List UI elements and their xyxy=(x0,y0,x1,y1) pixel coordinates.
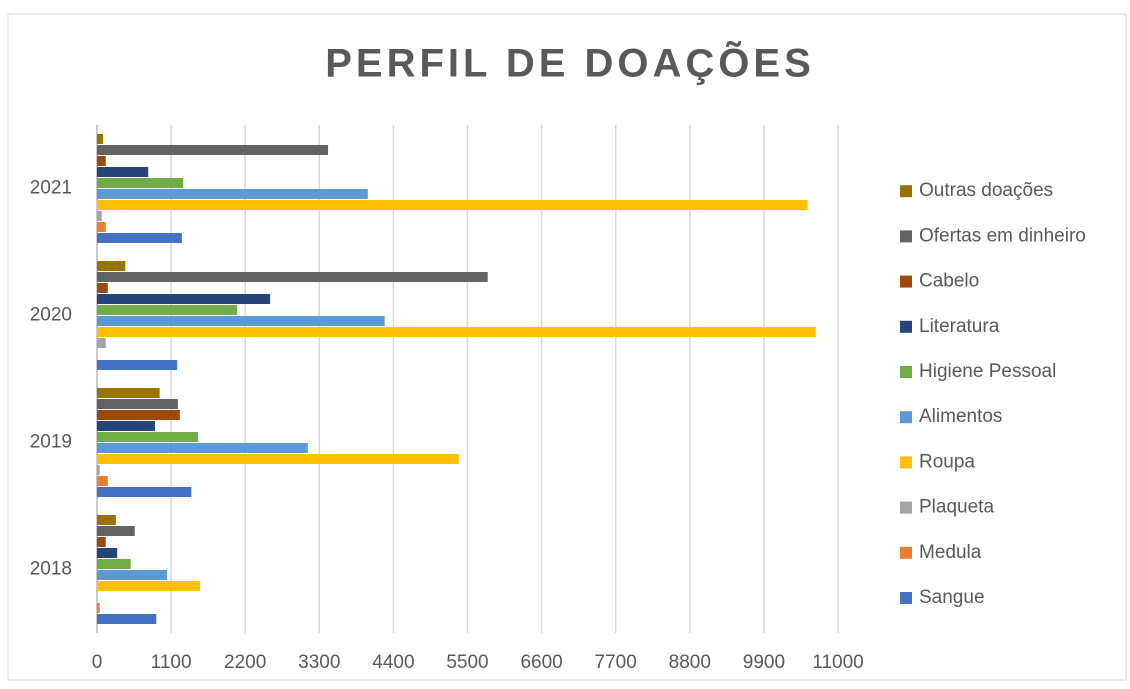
y-tick-label: 2020 xyxy=(30,305,72,326)
legend-swatch xyxy=(900,592,912,604)
chart-border xyxy=(7,13,1127,681)
x-tick-label: 5500 xyxy=(446,652,488,673)
bar xyxy=(97,603,100,613)
bar xyxy=(97,211,102,221)
bar xyxy=(97,233,182,243)
bar xyxy=(97,614,157,624)
legend-label: Sangue xyxy=(919,587,985,608)
bar xyxy=(97,200,808,210)
bar xyxy=(97,283,108,293)
x-tick-label: 8800 xyxy=(669,652,711,673)
legend-swatch xyxy=(900,366,912,378)
bar xyxy=(97,360,178,370)
bar xyxy=(97,548,118,558)
bar xyxy=(97,305,238,315)
bar xyxy=(97,570,168,580)
bar xyxy=(97,487,192,497)
bar xyxy=(97,454,459,464)
legend-label: Plaqueta xyxy=(919,497,994,518)
legend-swatch xyxy=(900,546,912,559)
legend-swatch xyxy=(900,320,912,333)
bar xyxy=(97,167,149,177)
x-tick-label: 2200 xyxy=(224,652,266,673)
x-tick-label: 0 xyxy=(92,652,103,673)
bar xyxy=(97,145,329,155)
legend-swatch xyxy=(900,456,912,469)
bar xyxy=(97,432,199,442)
bar xyxy=(97,410,180,420)
bar xyxy=(97,581,201,591)
x-tick-label: 4400 xyxy=(372,652,414,673)
bar xyxy=(97,261,126,271)
bar xyxy=(97,178,184,188)
x-tick-label: 11000 xyxy=(812,652,863,673)
x-tick-label: 3300 xyxy=(298,652,340,673)
bar xyxy=(97,222,106,232)
bar xyxy=(97,537,106,547)
bar xyxy=(97,421,155,431)
legend-swatch xyxy=(900,230,912,243)
y-tick-label: 2018 xyxy=(30,559,72,580)
bar xyxy=(97,316,385,326)
chart-title: PERFIL DE DOAÇÕES xyxy=(325,40,815,86)
bar xyxy=(97,327,816,337)
x-tick-label: 6600 xyxy=(520,652,562,673)
legend-swatch xyxy=(900,411,912,424)
bar xyxy=(97,272,488,282)
bar xyxy=(97,388,160,398)
x-tick-label: 1100 xyxy=(151,652,192,673)
bar xyxy=(97,465,100,475)
bar xyxy=(97,294,271,304)
bar xyxy=(97,134,104,144)
legend-label: Medula xyxy=(919,542,982,563)
x-tick-label: 7700 xyxy=(595,652,637,673)
legend-label: Cabelo xyxy=(919,271,979,292)
legend-label: Outras doações xyxy=(919,180,1053,201)
legend-label: Ofertas em dinheiro xyxy=(919,225,1086,246)
legend-swatch xyxy=(900,501,912,514)
legend-swatch xyxy=(900,275,912,288)
bar xyxy=(97,515,116,525)
bar xyxy=(97,526,135,536)
legend-label: Literatura xyxy=(919,316,1000,337)
bar xyxy=(97,156,106,166)
x-tick-label: 9900 xyxy=(743,652,785,673)
bar xyxy=(97,189,368,199)
bar xyxy=(97,476,108,486)
bar xyxy=(97,559,131,569)
y-tick-label: 2021 xyxy=(30,178,72,199)
y-tick-label: 2019 xyxy=(30,432,72,453)
legend-label: Alimentos xyxy=(919,406,1002,427)
bar xyxy=(97,399,178,409)
legend-swatch xyxy=(900,185,912,198)
legend-label: Higiene Pessoal xyxy=(919,361,1056,382)
bar xyxy=(97,443,308,453)
legend-label: Roupa xyxy=(919,451,975,472)
bar xyxy=(97,338,106,348)
